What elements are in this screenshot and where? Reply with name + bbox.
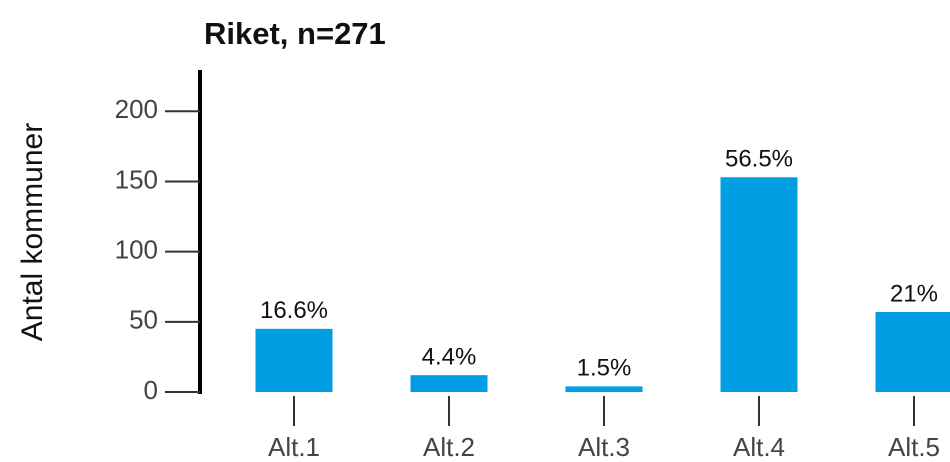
data-label: 21% (890, 280, 938, 307)
data-label: 4.4% (422, 344, 477, 371)
bar (255, 328, 333, 392)
x-tick-label: Alt.1 (268, 432, 320, 462)
data-label: 56.5% (725, 146, 793, 173)
data-label: 16.6% (260, 297, 328, 324)
bar (875, 312, 950, 392)
y-axis-label: Antal kommuner (16, 123, 49, 341)
bar (565, 386, 643, 392)
bar (410, 375, 488, 392)
y-tick-label: 0 (144, 375, 158, 405)
x-tick-label: Alt.2 (423, 432, 475, 462)
x-tick-label: Alt.5 (888, 432, 940, 462)
x-tick-label: Alt.3 (578, 432, 630, 462)
y-tick-label: 100 (115, 235, 158, 265)
y-tick-label: 50 (129, 305, 158, 335)
chart-title: Riket, n=271 (204, 16, 386, 51)
data-label: 1.5% (577, 355, 632, 382)
y-tick-label: 150 (115, 164, 158, 194)
x-tick-label: Alt.4 (733, 432, 785, 462)
y-tick-label: 200 (115, 94, 158, 124)
bar (720, 177, 798, 392)
